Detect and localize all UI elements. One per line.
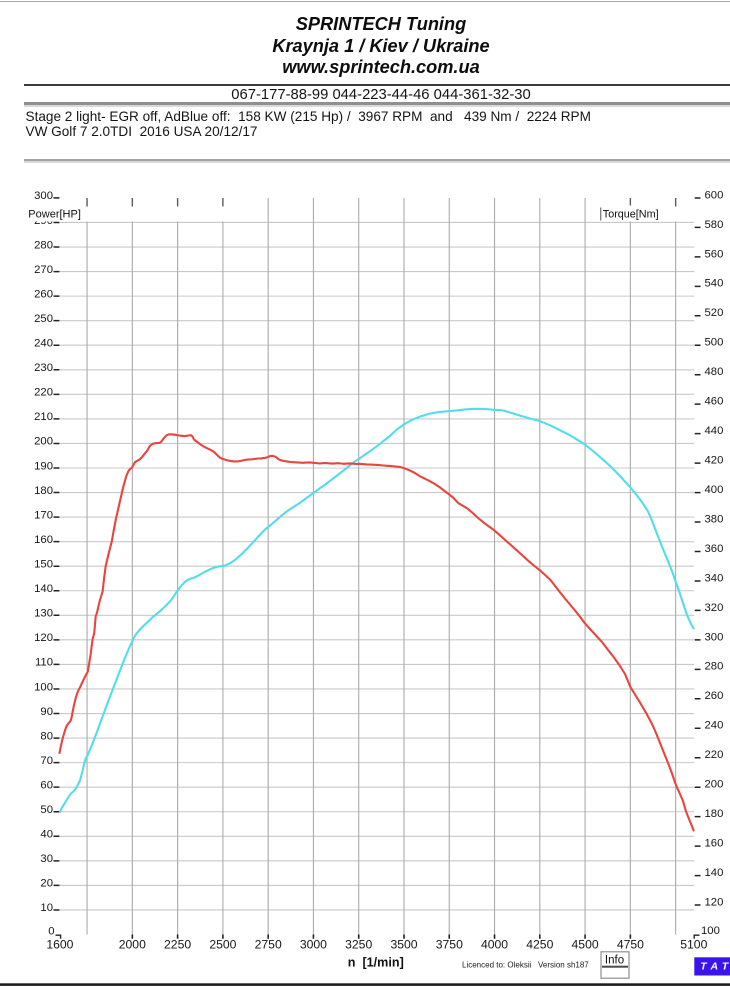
- svg-text:110: 110: [35, 657, 53, 669]
- svg-text:360: 360: [705, 543, 724, 555]
- svg-text:1600: 1600: [46, 937, 73, 951]
- svg-text:180: 180: [705, 808, 724, 820]
- svg-text:540: 540: [705, 278, 724, 290]
- svg-text:4750: 4750: [617, 937, 644, 951]
- svg-text:40: 40: [40, 829, 53, 841]
- svg-text:80: 80: [40, 730, 53, 742]
- svg-text:140: 140: [705, 867, 724, 879]
- svg-text:70: 70: [40, 755, 53, 767]
- svg-text:0: 0: [48, 925, 54, 937]
- svg-text:580: 580: [705, 219, 724, 231]
- svg-text:220: 220: [705, 749, 724, 761]
- svg-text:280: 280: [34, 239, 53, 251]
- svg-text:340: 340: [705, 572, 724, 584]
- svg-text:n [1/min]: n [1/min]: [348, 956, 404, 970]
- svg-text:300: 300: [34, 190, 53, 202]
- svg-text:440: 440: [705, 425, 724, 437]
- svg-text:4500: 4500: [572, 937, 599, 951]
- svg-text:460: 460: [705, 396, 724, 408]
- svg-text:3750: 3750: [436, 937, 463, 951]
- svg-text:220: 220: [34, 387, 53, 399]
- svg-text:300: 300: [705, 631, 724, 643]
- svg-text:2500: 2500: [209, 937, 236, 951]
- svg-text:260: 260: [34, 288, 53, 300]
- svg-text:160: 160: [34, 534, 53, 546]
- svg-text:250: 250: [34, 313, 53, 325]
- svg-text:5100: 5100: [680, 937, 707, 951]
- svg-text:T A T: T A T: [700, 960, 729, 972]
- svg-text:120: 120: [705, 896, 724, 908]
- svg-text:20: 20: [40, 878, 53, 890]
- svg-text:2750: 2750: [255, 937, 282, 951]
- svg-text:260: 260: [705, 690, 724, 702]
- svg-text:400: 400: [705, 484, 724, 496]
- svg-text:190: 190: [34, 460, 53, 472]
- svg-text:50: 50: [40, 804, 53, 816]
- svg-text:500: 500: [705, 337, 724, 349]
- svg-text:200: 200: [34, 436, 53, 448]
- svg-text:520: 520: [705, 307, 724, 319]
- svg-text:Info: Info: [605, 954, 624, 966]
- svg-text:180: 180: [34, 485, 53, 497]
- svg-text:60: 60: [40, 780, 53, 792]
- svg-text:30: 30: [40, 853, 53, 865]
- svg-text:Torque[Nm]: Torque[Nm]: [603, 209, 659, 221]
- svg-text:130: 130: [34, 608, 53, 620]
- svg-text:160: 160: [705, 838, 724, 850]
- svg-text:560: 560: [705, 248, 724, 260]
- svg-text:280: 280: [705, 661, 724, 673]
- svg-text:140: 140: [34, 583, 53, 595]
- svg-text:2250: 2250: [164, 937, 191, 951]
- svg-text:120: 120: [34, 632, 53, 644]
- svg-text:240: 240: [705, 720, 724, 732]
- svg-text:210: 210: [34, 411, 53, 423]
- svg-text:Licenced to: Oleksii Version: Licenced to: Oleksii Version sh187: [462, 960, 589, 969]
- svg-text:4250: 4250: [526, 937, 553, 951]
- svg-text:600: 600: [705, 189, 724, 201]
- svg-text:150: 150: [34, 559, 53, 571]
- svg-text:90: 90: [40, 706, 53, 718]
- svg-text:2000: 2000: [119, 937, 146, 951]
- svg-text:420: 420: [705, 455, 724, 467]
- svg-text:320: 320: [705, 602, 724, 614]
- svg-text:Power[HP]: Power[HP]: [28, 209, 81, 221]
- svg-text:3500: 3500: [390, 937, 417, 951]
- svg-text:270: 270: [34, 264, 53, 276]
- svg-text:100: 100: [701, 925, 720, 937]
- svg-text:3000: 3000: [300, 937, 327, 951]
- svg-text:380: 380: [705, 513, 724, 525]
- svg-text:4000: 4000: [481, 937, 508, 951]
- svg-text:480: 480: [705, 366, 724, 378]
- svg-text:3250: 3250: [345, 937, 372, 951]
- svg-text:10: 10: [40, 902, 53, 914]
- svg-text:200: 200: [705, 779, 724, 791]
- svg-text:100: 100: [34, 681, 53, 693]
- svg-text:170: 170: [34, 509, 53, 521]
- svg-text:230: 230: [34, 362, 53, 374]
- svg-text:240: 240: [34, 338, 53, 350]
